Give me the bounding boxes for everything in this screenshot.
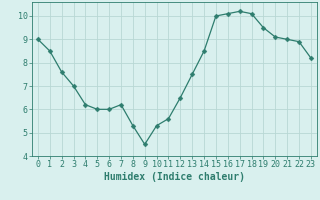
X-axis label: Humidex (Indice chaleur): Humidex (Indice chaleur) — [104, 172, 245, 182]
